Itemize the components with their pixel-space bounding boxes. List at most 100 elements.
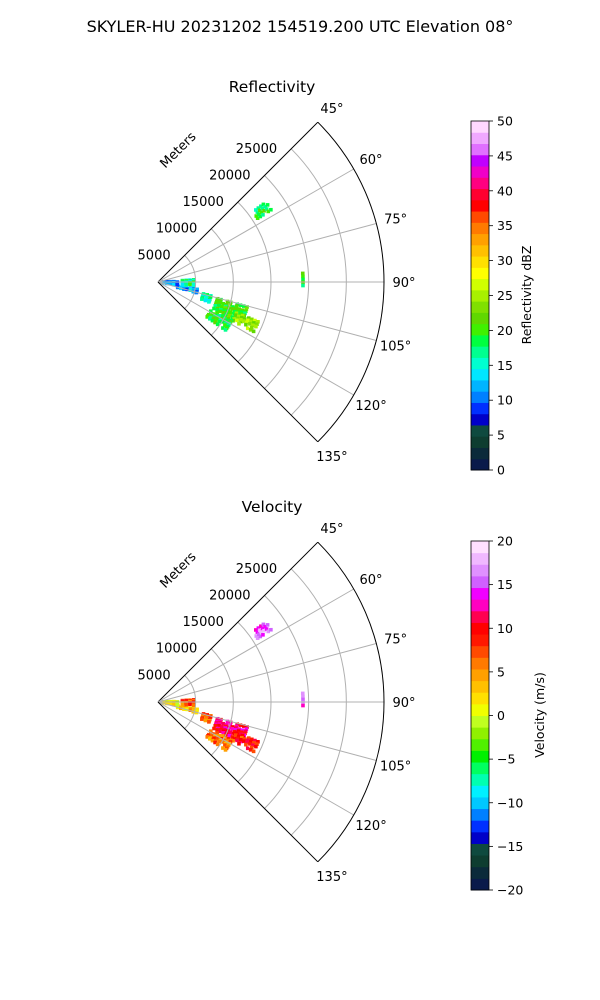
colorbar-swatch: [471, 357, 489, 370]
echo-cell: [248, 742, 252, 746]
echo-cell: [257, 212, 261, 217]
echo-cell: [240, 315, 244, 320]
echo-cell: [236, 736, 240, 741]
colorbar-swatch: [471, 738, 489, 751]
echo-cell: [217, 303, 221, 308]
angle-tick-label: 120°: [355, 819, 386, 834]
colorbar-swatch: [471, 278, 489, 291]
echo-cell: [175, 702, 179, 707]
colorbar-swatch: [471, 256, 489, 268]
echo-cell: [205, 735, 210, 739]
colorbar-swatch: [471, 379, 489, 392]
colorbar-tick-label: 50: [497, 114, 513, 129]
colorbar-swatch: [471, 166, 489, 178]
echo-cell: [191, 283, 196, 288]
echo-cell: [301, 700, 305, 705]
echo-cell: [243, 731, 247, 736]
echo-cell: [215, 736, 220, 741]
echo-cell: [243, 737, 247, 741]
velocity-title: Velocity: [242, 498, 303, 516]
angle-tick-label: 90°: [392, 696, 415, 711]
colorbar-swatch: [471, 634, 489, 647]
angular-grid-line: [157, 168, 354, 283]
colorbar-swatch: [471, 820, 489, 833]
echo-cell: [207, 300, 211, 304]
colorbar-swatch: [471, 622, 489, 635]
echo-cell: [208, 295, 213, 299]
echo-cell: [242, 739, 246, 743]
echo-cell: [258, 634, 263, 639]
colorbar-swatch: [471, 645, 489, 658]
echo-cell: [205, 315, 210, 319]
echo-cell: [260, 626, 265, 631]
echo-cell: [241, 724, 246, 728]
angle-tick-label: 120°: [355, 399, 386, 414]
echo-cell: [234, 731, 239, 736]
echo-cell: [240, 730, 244, 734]
sector-edge: [157, 701, 319, 863]
echo-cell: [213, 723, 218, 728]
echo-cell: [261, 633, 265, 637]
echo-cell: [230, 306, 235, 311]
colorbar-swatch: [471, 715, 489, 728]
echo-cell: [254, 744, 258, 749]
echo-cell: [246, 736, 251, 740]
echo-cell: [225, 299, 230, 304]
echo-cell: [235, 738, 239, 743]
echo-cell: [221, 311, 226, 315]
echo-cell: [250, 745, 254, 750]
echo-cell: [208, 715, 213, 719]
echo-cell: [215, 316, 220, 321]
echo-cell: [237, 727, 242, 731]
angle-tick-label: 75°: [384, 212, 407, 227]
echo-cell: [212, 306, 216, 311]
echo-cell: [232, 317, 236, 321]
echo-cell: [241, 304, 246, 308]
echo-cell: [213, 740, 217, 745]
echo-cell: [239, 317, 243, 322]
echo-cell: [244, 322, 248, 327]
echo-cell: [243, 309, 248, 314]
angular-grid-line: [157, 281, 354, 396]
colorbar-swatch: [471, 267, 489, 280]
echo-cell: [221, 734, 225, 738]
velocity-panel: Velocity 5000 10000 15000 20000 25000 45° 60° 7…: [138, 498, 547, 898]
reflectivity-radial-axis-label: Meters: [158, 129, 200, 171]
angle-tick-label: 60°: [360, 153, 383, 168]
sector-edge: [157, 281, 319, 443]
echo-cell: [236, 309, 241, 313]
angular-grid-line: [157, 588, 354, 703]
echo-cell: [266, 209, 271, 214]
radial-tick-label: 15000: [183, 615, 224, 630]
echo-cell: [246, 316, 251, 320]
echo-cell: [301, 283, 305, 288]
echo-cell: [252, 741, 256, 745]
colorbar-tick-label: 20: [497, 534, 513, 549]
echo-cell: [217, 319, 222, 324]
reflectivity-colorbar-label: Reflectivity dBZ: [519, 246, 534, 345]
echo-cell: [245, 305, 249, 309]
echo-cell: [255, 322, 259, 327]
colorbar-swatch: [471, 552, 489, 565]
echo-cell: [212, 726, 216, 731]
echo-cell: [301, 697, 305, 702]
echo-cell: [251, 743, 255, 748]
echo-cell: [234, 311, 239, 316]
echo-cell: [254, 208, 258, 212]
colorbar-swatch: [471, 808, 489, 821]
angle-tick-label: 90°: [392, 276, 415, 291]
echo-cell: [250, 325, 254, 330]
colorbar-tick-label: −20: [497, 883, 523, 898]
echo-cell: [249, 739, 253, 744]
echo-cell: [188, 282, 192, 287]
colorbar-swatch: [471, 541, 489, 554]
colorbar-swatch: [471, 447, 489, 460]
radial-tick-label: 25000: [236, 562, 277, 577]
colorbar-swatch: [471, 599, 489, 612]
echo-cell: [244, 307, 249, 311]
echo-cell: [221, 746, 225, 750]
echo-cell: [250, 317, 254, 322]
echo-cell: [255, 210, 260, 214]
echo-cell: [203, 718, 208, 723]
echo-cell: [245, 326, 250, 331]
